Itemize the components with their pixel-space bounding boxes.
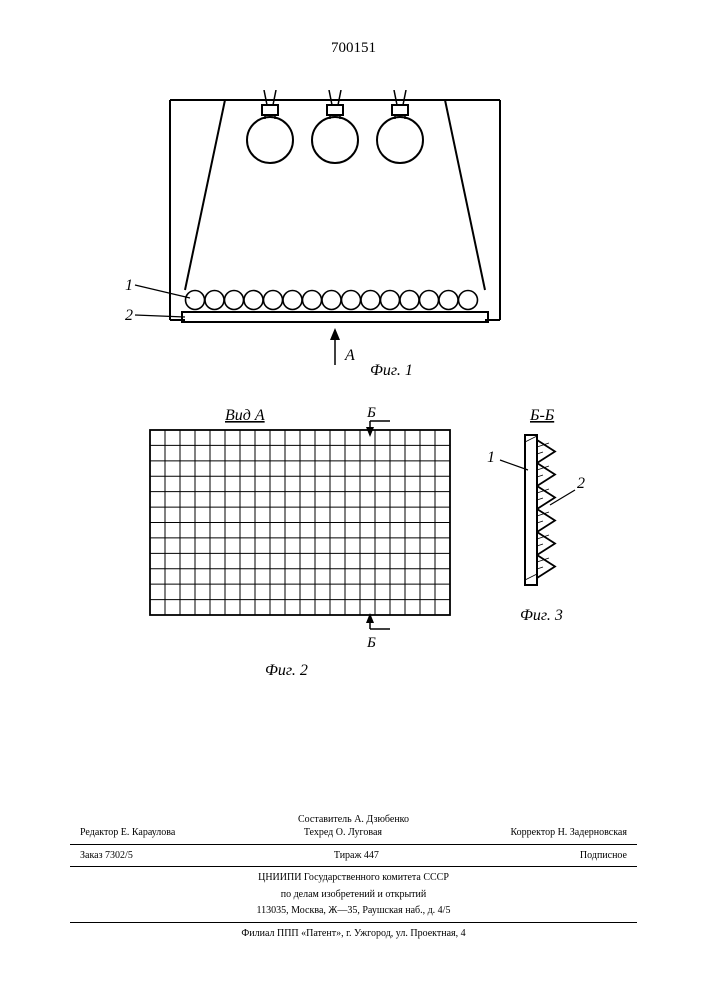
org2: по делам изобретений и открытий: [0, 888, 707, 902]
figures-container: 1 2 А Фиг. 1 Вид А Б Б Фиг. 2 Б-Б: [50, 90, 657, 730]
branch: Филиал ППП «Патент», г. Ужгород, ул. Про…: [0, 927, 707, 941]
fig1-arrow-label: А: [344, 347, 355, 364]
fig2: Вид А Б Б Фиг. 2: [150, 405, 450, 679]
order: Заказ 7302/5: [80, 849, 133, 863]
fig3-label: Фиг. 3: [520, 607, 563, 624]
editor: Редактор Е. Караулова: [80, 826, 175, 840]
document-number: 700151: [331, 40, 376, 57]
corrector: Корректор Н. Задерновская: [511, 826, 627, 840]
credits-block: Составитель А. Дзюбенко Редактор Е. Кара…: [0, 810, 707, 941]
org1: ЦНИИПИ Государственного комитета СССР: [0, 871, 707, 885]
tech-editor: Техред О. Луговая: [304, 826, 382, 840]
fig2-label: Фиг. 2: [265, 662, 308, 679]
fig2-section-bottom: Б: [366, 635, 376, 651]
patent-figures-svg: 1 2 А Фиг. 1 Вид А Б Б Фиг. 2 Б-Б: [50, 90, 657, 730]
fig1-ref1: 1: [125, 277, 133, 294]
subscription: Подписное: [580, 849, 627, 863]
org3: 113035, Москва, Ж—35, Раушская наб., д. …: [0, 904, 707, 918]
fig3-title: Б-Б: [529, 407, 555, 424]
fig1-label: Фиг. 1: [370, 362, 413, 379]
diffuser-row: [186, 291, 478, 310]
fig1-ref2: 2: [125, 307, 133, 324]
circulation: Тираж 447: [334, 849, 379, 863]
fig2-section-top: Б: [366, 405, 376, 421]
fig3: Б-Б 1 2 Фиг. 3: [487, 407, 585, 624]
fig3-ref2: 2: [577, 475, 585, 492]
fig2-title: Вид А: [225, 407, 265, 424]
compiler: Составитель А. Дзюбенко: [0, 813, 707, 827]
fig3-ref1: 1: [487, 449, 495, 466]
fig1: 1 2 А Фиг. 1: [125, 90, 500, 379]
